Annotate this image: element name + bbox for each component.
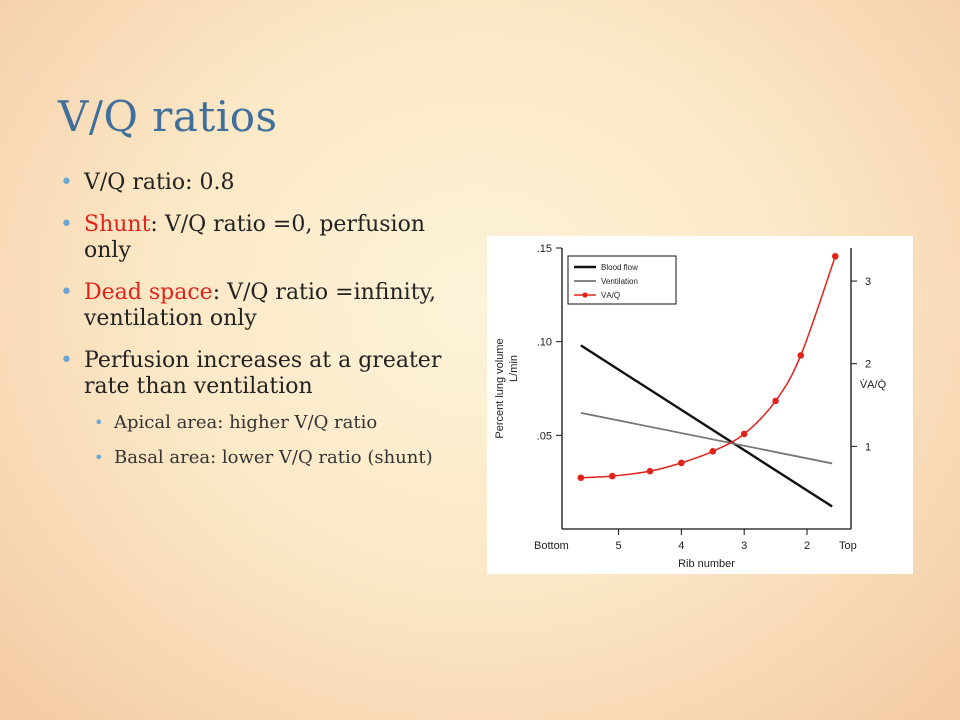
data-point-va-q [709, 448, 717, 455]
y-left-tick-label: .10 [537, 337, 552, 349]
bullet-list: V/Q ratio: 0.8 Shunt: V/Q ratio =0, perf… [60, 170, 460, 484]
bullet-vq-ratio: V/Q ratio: 0.8 [60, 170, 460, 196]
x-tick-label: 2 [804, 540, 810, 552]
data-point-va-q [608, 472, 616, 480]
y-right-tick-label: 2 [865, 359, 871, 371]
x-axis-label: Rib number [678, 558, 735, 570]
legend-marker-va-q [582, 292, 588, 298]
series-line-blood-flow [580, 344, 833, 508]
x-tick-label: 5 [615, 540, 621, 552]
bullet-perfusion: Perfusion increases at a greater rate th… [60, 348, 460, 468]
data-point-va-q [646, 467, 654, 475]
x-tick-label-bottom: Bottom [534, 540, 569, 552]
bullet-shunt: Shunt: V/Q ratio =0, perfusion only [60, 212, 460, 264]
legend-label-va-q: V̇A/Q̇ [601, 291, 620, 300]
bullet-text: : V/Q ratio =infinity, ventilation only [84, 280, 437, 331]
legend-box [567, 255, 677, 305]
y-left-axis-unit: L/min [508, 355, 520, 382]
y-left-axis-label: Percent lung volume [494, 338, 506, 438]
data-point-va-q [797, 352, 805, 359]
data-point-va-q [772, 397, 779, 405]
y-left-tick-label: .05 [537, 430, 552, 442]
data-point-va-q [678, 459, 685, 467]
sub-bullet-basal: Basal area: lower V/Q ratio (shunt) [94, 447, 460, 468]
x-tick-label-top: Top [839, 540, 857, 552]
slide-title: V/Q ratios [58, 92, 278, 141]
sub-bullet-list: Apical area: higher V/Q ratio Basal area… [94, 412, 460, 468]
legend-label-ventilation: Ventilation [601, 277, 638, 286]
data-point-va-q [577, 474, 585, 482]
sub-bullet-apical: Apical area: higher V/Q ratio [94, 412, 460, 433]
y-right-axis-label: V̇A/Q̇ [860, 378, 887, 391]
data-point-va-q [831, 252, 839, 260]
bullet-text: V/Q ratio: 0.8 [84, 170, 235, 195]
bullet-highlight-dead-space: Dead space [84, 280, 213, 305]
vq-chart-figure: .05 .10 .15 1 2 3 5 4 3 2 Bottom Top Rib number Perce… [487, 236, 913, 574]
bullet-dead-space: Dead space: V/Q ratio =infinity, ventila… [60, 280, 460, 332]
y-left-tick-label: .15 [537, 243, 552, 255]
data-point-va-q [740, 430, 748, 438]
bullet-highlight-shunt: Shunt [84, 212, 151, 237]
legend-label-blood-flow: Blood flow [601, 263, 638, 272]
bullet-text: Perfusion increases at a greater rate th… [84, 348, 442, 399]
y-right-tick-label: 3 [865, 276, 871, 288]
bullet-text: : V/Q ratio =0, perfusion only [84, 212, 425, 263]
x-tick-label: 3 [741, 540, 747, 552]
series-line-ventilation [580, 411, 833, 465]
x-tick-label: 4 [678, 540, 684, 552]
vq-chart: .05 .10 .15 1 2 3 5 4 3 2 Bottom Top Rib number Perce… [494, 243, 887, 570]
y-right-tick-label: 1 [865, 441, 871, 453]
